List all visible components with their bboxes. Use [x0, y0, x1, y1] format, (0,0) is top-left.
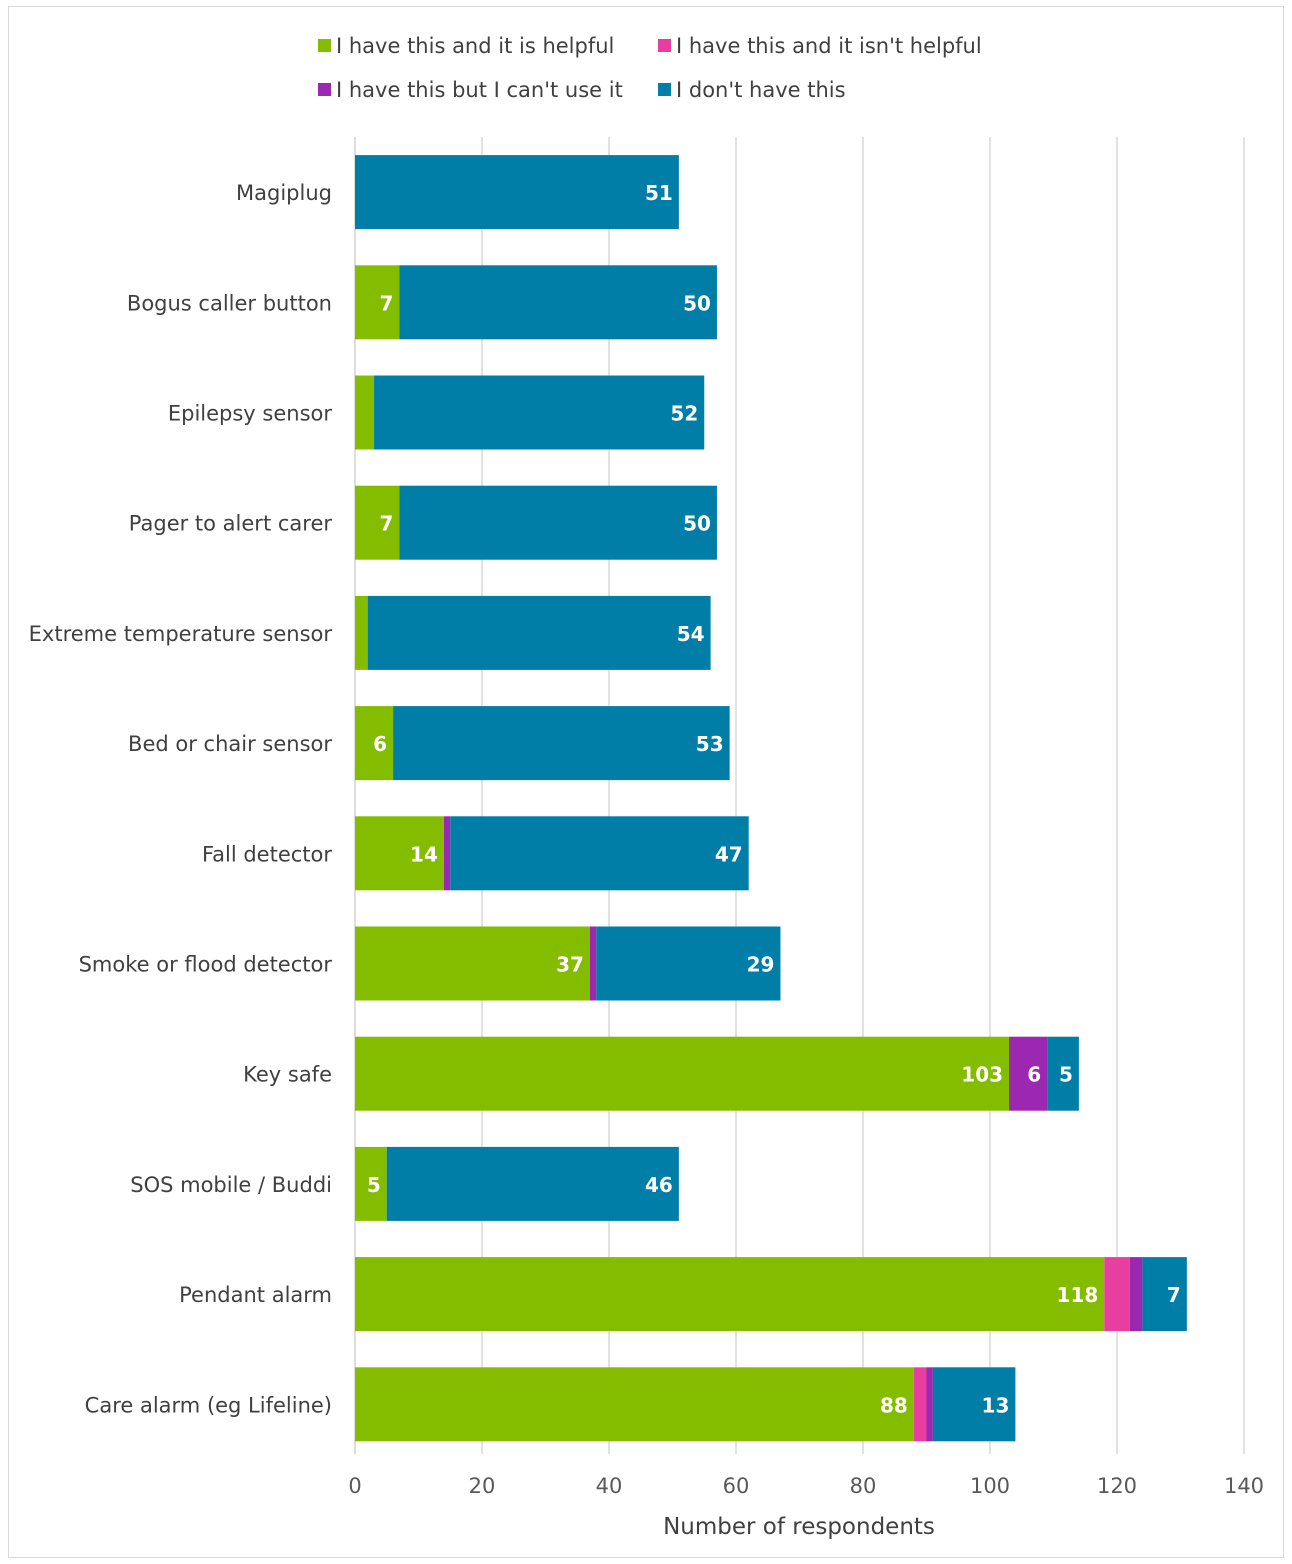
bar-segment [399, 485, 717, 560]
bar-segment [1047, 1036, 1079, 1111]
data-label: 50 [683, 291, 711, 315]
bar-segment [399, 265, 717, 340]
x-tick-label: 140 [1224, 1474, 1264, 1498]
x-tick-label: 20 [469, 1474, 496, 1498]
bar-segment [1104, 1257, 1130, 1332]
data-label: 51 [645, 181, 673, 205]
x-tick-label: 60 [723, 1474, 750, 1498]
category-label: Key safe [243, 1063, 332, 1087]
bar-segment [367, 595, 711, 670]
data-label: 7 [380, 512, 394, 536]
bar-segment [355, 1367, 914, 1442]
category-label: Bogus caller button [127, 291, 332, 315]
data-label: 118 [1057, 1283, 1099, 1307]
x-tick-label: 80 [850, 1474, 877, 1498]
x-tick-label: 0 [348, 1474, 361, 1498]
x-tick-label: 40 [596, 1474, 623, 1498]
bar-segment [355, 375, 375, 450]
bar-segment [913, 1367, 927, 1442]
bar-segment [450, 816, 749, 891]
category-label: Pager to alert carer [129, 512, 333, 536]
bar-segment [443, 816, 451, 891]
data-label: 103 [961, 1063, 1003, 1087]
bar-segment [355, 926, 590, 1001]
data-label: 52 [670, 402, 698, 426]
legend: I have this and it is helpful I have this… [318, 34, 982, 102]
legend-label: I have this and it is helpful [336, 34, 614, 58]
bar-segment [1142, 1257, 1187, 1332]
category-label: Extreme temperature sensor [29, 622, 333, 646]
legend-swatch [658, 83, 671, 96]
data-label: 88 [880, 1393, 908, 1417]
bar-segment [386, 1146, 679, 1221]
x-tick-label: 120 [1097, 1474, 1137, 1498]
bar-segment [932, 1367, 1016, 1442]
legend-label: I have this and it isn't helpful [676, 34, 982, 58]
bar-segment [355, 265, 400, 340]
data-label: 54 [677, 622, 705, 646]
data-label: 7 [380, 291, 394, 315]
category-label: SOS mobile / Buddi [130, 1173, 332, 1197]
bar-segment [926, 1367, 933, 1442]
bar-segment [355, 485, 400, 560]
x-axis-label: Number of respondents [663, 1514, 935, 1540]
bar-segment [596, 926, 781, 1001]
category-label: Fall detector [202, 842, 332, 866]
data-label: 13 [982, 1393, 1010, 1417]
bar-segment [355, 816, 444, 891]
legend-swatch [318, 83, 331, 96]
data-label: 6 [1027, 1063, 1041, 1087]
category-labels: Magiplug Bogus caller button Epilepsy sens… [29, 181, 333, 1417]
category-label: Care alarm (eg Lifeline) [85, 1393, 332, 1417]
bar-segment [1129, 1257, 1143, 1332]
bar-segment [1009, 1036, 1048, 1111]
data-label: 5 [367, 1173, 381, 1197]
legend-swatch [318, 39, 331, 52]
bar-segment [355, 1146, 387, 1221]
x-tick-labels: 0 20 40 60 80 100 120 140 [348, 1474, 1264, 1498]
data-label: 46 [645, 1173, 673, 1197]
data-label: 47 [715, 842, 743, 866]
category-label: Smoke or flood detector [79, 953, 333, 977]
legend-label: I don't have this [676, 78, 846, 102]
data-label: 37 [556, 953, 584, 977]
bar-segment [355, 595, 368, 670]
bar-segment [355, 1257, 1105, 1332]
data-label: 53 [696, 732, 724, 756]
category-label: Pendant alarm [179, 1283, 332, 1307]
data-label: 14 [410, 842, 438, 866]
data-label: 29 [747, 953, 775, 977]
legend-label: I have this but I can't use it [336, 78, 623, 102]
data-label: 6 [373, 732, 387, 756]
data-label: 5 [1059, 1063, 1073, 1087]
gridlines [354, 137, 1245, 1454]
category-label: Magiplug [236, 181, 332, 205]
data-label: 7 [1167, 1283, 1181, 1307]
bar-segment [589, 926, 597, 1001]
x-tick-label: 100 [970, 1474, 1010, 1498]
category-label: Epilepsy sensor [168, 402, 333, 426]
category-label: Bed or chair sensor [128, 732, 332, 756]
bar-segment [355, 1036, 1010, 1111]
bar-segment [355, 155, 679, 230]
data-label: 50 [683, 512, 711, 536]
bar-segment [355, 706, 394, 781]
legend-swatch [658, 39, 671, 52]
bar-segment [374, 375, 705, 450]
bar-segment [393, 706, 730, 781]
